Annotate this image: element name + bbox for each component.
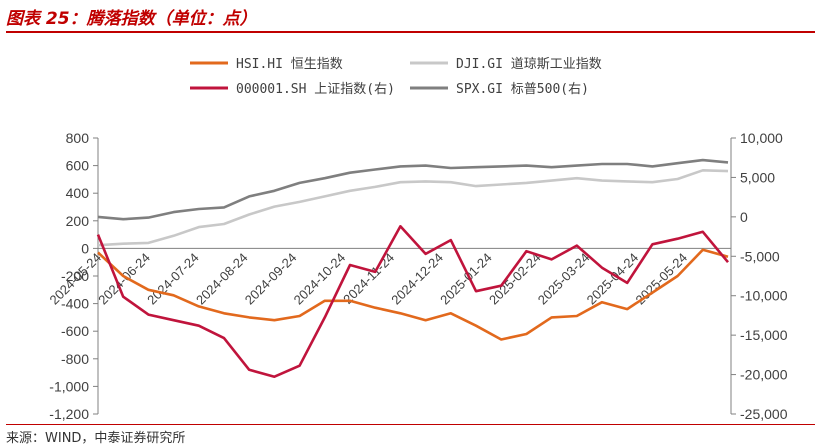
legend-label: 000001.SH 上证指数(右) <box>236 82 395 97</box>
right-axis-tick-label: -5,000 <box>740 248 780 264</box>
series-line-4 <box>97 158 729 221</box>
legend-label: DJI.GI 道琼斯工业指数 <box>456 57 602 72</box>
left-axis-tick-label: 0 <box>81 240 89 256</box>
x-axis-tick-label: 2024-08-24 <box>193 250 251 308</box>
left-axis-tick-label: -1,000 <box>49 378 89 394</box>
source-note: 来源：WIND，中泰证券研究所 <box>6 431 186 446</box>
right-axis-tick-label: 0 <box>740 209 748 225</box>
right-axis-tick-label: -10,000 <box>740 288 788 304</box>
left-axis-tick-label: -400 <box>61 296 89 312</box>
left-axis-tick-label: -600 <box>61 323 89 339</box>
right-axis-tick-label: -15,000 <box>740 327 788 343</box>
x-axis-tick-label: 2025-01-24 <box>437 250 495 308</box>
right-axis-tick-label: 5,000 <box>740 169 775 185</box>
x-axis-tick-label: 2024-12-24 <box>388 250 446 308</box>
legend: HSI.HI 恒生指数 DJI.GI 道琼斯工业指数 000001.SH 上证指数(… <box>190 57 602 97</box>
x-axis-tick-label: 2025-02-24 <box>486 250 544 308</box>
series-lines <box>96 158 730 379</box>
left-axis-tick-label: -800 <box>61 351 89 367</box>
chart-title: 图表 25：腾落指数（单位：点） <box>6 9 257 29</box>
x-axis-tick-label: 2024-10-24 <box>291 250 349 308</box>
x-axis-tick-label: 2024-09-24 <box>242 250 300 308</box>
series-line-2 <box>97 169 729 247</box>
left-axis-tick-label: 600 <box>66 158 90 174</box>
x-axis-tick-label: 2024-07-24 <box>144 250 202 308</box>
x-axis-tick-label: 2025-03-24 <box>535 250 593 308</box>
title-divider <box>6 31 815 33</box>
left-axis-tick-label: 800 <box>66 130 90 146</box>
right-axis-tick-label: -25,000 <box>740 406 788 422</box>
right-axis-tick-label: 10,000 <box>740 130 783 146</box>
legend-label: HSI.HI 恒生指数 <box>236 57 343 72</box>
series-line-1 <box>97 248 729 341</box>
left-axis-tick-label: -1,200 <box>49 406 89 422</box>
footer-divider <box>6 424 815 425</box>
series-line-3 <box>96 225 730 379</box>
left-axis-tick-label: -200 <box>61 268 89 284</box>
legend-label: SPX.GI 标普500(右) <box>456 82 589 97</box>
left-axis-tick-label: 200 <box>66 213 90 229</box>
left-axis-tick-label: 400 <box>66 185 90 201</box>
right-axis-tick-label: -20,000 <box>740 367 788 383</box>
